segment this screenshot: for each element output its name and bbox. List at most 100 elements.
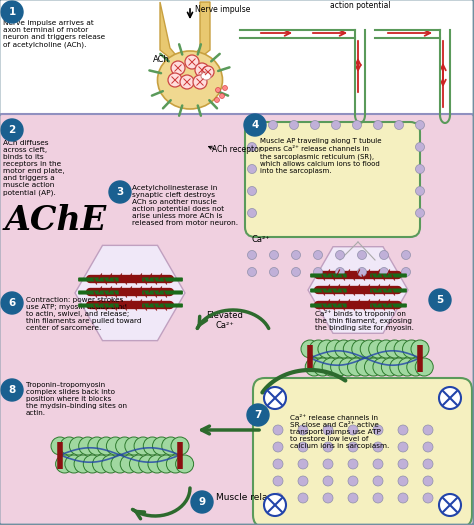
Circle shape [331,358,348,376]
Circle shape [323,442,333,452]
Circle shape [343,340,361,358]
Circle shape [394,121,403,130]
Circle shape [97,437,115,455]
Text: Muscle relaxes.: Muscle relaxes. [216,494,286,502]
Circle shape [416,164,425,173]
Circle shape [314,358,332,376]
Text: Troponin–tropomyosin
complex slides back into
position where it blocks
the mydsi: Troponin–tropomyosin complex slides back… [26,382,127,416]
Circle shape [222,86,228,90]
Circle shape [273,476,283,486]
Text: 2: 2 [9,125,16,135]
Text: Nerve impulse arrives at
axon terminal of motor
neuron and triggers release
of a: Nerve impulse arrives at axon terminal o… [3,20,105,47]
Circle shape [407,358,425,376]
Circle shape [65,455,83,473]
Text: Muscle AP traveling along T tubule
opens Ca²⁺ release channels in
the sarcoplasm: Muscle AP traveling along T tubule opens… [260,138,382,174]
Circle shape [373,425,383,435]
Polygon shape [75,245,185,341]
Circle shape [439,387,461,409]
Circle shape [153,437,171,455]
Circle shape [373,476,383,486]
Circle shape [247,404,269,426]
Circle shape [398,493,408,503]
Circle shape [373,442,383,452]
Circle shape [401,250,410,259]
Circle shape [175,455,193,473]
Circle shape [348,442,358,452]
Circle shape [290,121,299,130]
Circle shape [339,358,357,376]
Circle shape [398,442,408,452]
Circle shape [273,493,283,503]
Text: 3: 3 [117,187,124,197]
Circle shape [70,437,88,455]
Circle shape [382,358,400,376]
Circle shape [327,340,345,358]
Circle shape [352,340,370,358]
Text: AChE: AChE [5,204,107,237]
Circle shape [219,93,225,99]
Circle shape [60,437,78,455]
Circle shape [357,268,366,277]
Circle shape [298,459,308,469]
Circle shape [264,387,286,409]
Circle shape [264,494,286,516]
Circle shape [423,425,433,435]
Circle shape [356,358,374,376]
Circle shape [106,437,124,455]
Ellipse shape [201,72,211,80]
Circle shape [157,455,175,473]
Text: 9: 9 [199,497,206,507]
Circle shape [423,442,433,452]
FancyBboxPatch shape [0,0,474,118]
Circle shape [83,455,101,473]
Text: Ca²⁺ binds to troponin on
the thin filament, exposing
the binding site for myosi: Ca²⁺ binds to troponin on the thin filam… [315,310,414,331]
Text: ACh: ACh [153,55,170,64]
Text: 7: 7 [255,410,262,420]
Circle shape [323,493,333,503]
Circle shape [298,442,308,452]
Circle shape [1,119,23,141]
Circle shape [273,425,283,435]
Circle shape [313,250,322,259]
Circle shape [416,208,425,217]
Circle shape [270,250,279,259]
Circle shape [180,75,194,89]
Text: Ca²⁺: Ca²⁺ [252,235,271,244]
Circle shape [336,250,345,259]
Circle shape [168,73,182,87]
FancyBboxPatch shape [253,378,472,525]
Text: 1: 1 [9,7,16,17]
Circle shape [171,437,189,455]
FancyBboxPatch shape [0,114,474,525]
Circle shape [377,340,395,358]
Circle shape [310,121,319,130]
Circle shape [429,289,451,311]
Circle shape [247,142,256,152]
Circle shape [398,476,408,486]
Circle shape [247,186,256,195]
Circle shape [162,437,180,455]
Text: Ca²⁺ release channels in
SR close and Ca²⁺ active
transport pumps use ATP
to res: Ca²⁺ release channels in SR close and Ca… [290,415,389,449]
Polygon shape [308,247,408,333]
Circle shape [109,181,131,203]
Circle shape [416,186,425,195]
Circle shape [292,250,301,259]
Circle shape [416,142,425,152]
Circle shape [125,437,143,455]
Circle shape [247,208,256,217]
Circle shape [348,493,358,503]
Circle shape [247,268,256,277]
Circle shape [273,442,283,452]
Circle shape [216,88,220,92]
Circle shape [244,114,266,136]
Text: ACh diffuses
across cleft,
binds to its
receptors in the
motor end plate,
and tr: ACh diffuses across cleft, binds to its … [3,140,64,195]
Text: Acetylcholinesterase in
synaptic cleft destroys
ACh so another muscle
action pot: Acetylcholinesterase in synaptic cleft d… [132,185,238,226]
Circle shape [215,98,219,102]
Circle shape [143,437,161,455]
Circle shape [380,268,389,277]
Circle shape [416,121,425,130]
Circle shape [335,340,353,358]
FancyBboxPatch shape [245,122,420,237]
Text: Contraction: power strokes
use ATP; myosin heads bind
to actin, swivel, and rele: Contraction: power strokes use ATP; myos… [26,297,142,331]
Circle shape [390,358,408,376]
